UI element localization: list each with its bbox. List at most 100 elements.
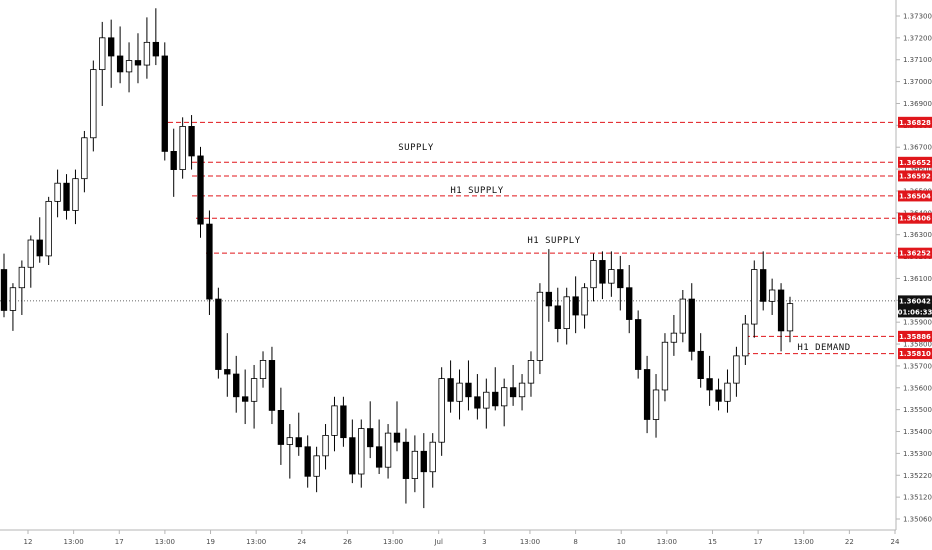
candle[interactable] (634, 310, 642, 379)
candle[interactable] (250, 364, 258, 429)
candle[interactable] (188, 115, 195, 170)
candle[interactable] (527, 351, 535, 397)
candle[interactable] (402, 428, 410, 504)
candle-body-up (536, 291, 544, 361)
candle[interactable] (63, 174, 70, 220)
candle[interactable] (474, 374, 481, 420)
candle[interactable] (45, 196, 52, 265)
candle[interactable] (554, 287, 561, 343)
candle[interactable] (688, 283, 695, 361)
candle[interactable] (304, 435, 311, 488)
candle[interactable] (420, 433, 427, 509)
candle[interactable] (599, 251, 606, 300)
candle[interactable] (349, 419, 356, 484)
candle[interactable] (99, 21, 106, 106)
candle[interactable] (286, 424, 293, 479)
candle[interactable] (501, 378, 508, 427)
candle[interactable] (179, 117, 186, 179)
candle-body-down (295, 437, 302, 448)
candle[interactable] (742, 314, 749, 365)
candle[interactable] (768, 278, 776, 315)
candle[interactable] (72, 169, 79, 225)
candle[interactable] (152, 8, 160, 66)
candle[interactable] (143, 17, 151, 79)
candle[interactable] (358, 419, 365, 488)
candle[interactable] (706, 355, 713, 406)
candle[interactable] (197, 146, 204, 238)
candle[interactable] (518, 374, 526, 411)
candle[interactable] (9, 283, 17, 331)
candle[interactable] (393, 401, 401, 452)
candle[interactable] (652, 374, 660, 438)
candle[interactable] (545, 249, 553, 322)
candle[interactable] (626, 265, 633, 334)
candle-body-down (161, 55, 168, 152)
candle[interactable] (661, 333, 669, 402)
zone-labels-layer: SUPPLY H1 SUPPLY H1 SUPPLY H1 DEMAND (398, 143, 850, 353)
candle[interactable] (367, 401, 374, 459)
candle[interactable] (679, 289, 686, 343)
candle[interactable] (206, 210, 213, 315)
candle[interactable] (36, 217, 43, 263)
candle[interactable] (563, 287, 570, 345)
candle[interactable] (277, 387, 285, 465)
candle-body-down (63, 182, 70, 211)
candle[interactable] (760, 251, 767, 311)
candle[interactable] (581, 283, 588, 329)
candle[interactable] (259, 351, 267, 388)
candle[interactable] (170, 128, 177, 197)
candle[interactable] (295, 412, 302, 456)
candle[interactable] (108, 19, 115, 88)
candle[interactable] (215, 287, 222, 379)
candle[interactable] (697, 333, 704, 388)
current-price-label: 1.36042 (899, 297, 931, 305)
candle[interactable] (751, 260, 758, 338)
candle[interactable] (54, 169, 61, 218)
candle[interactable] (777, 283, 785, 352)
candle[interactable] (27, 235, 34, 288)
candle-body-up (27, 239, 34, 268)
candle[interactable] (643, 355, 651, 434)
candle[interactable] (161, 42, 168, 161)
candle[interactable] (617, 255, 624, 311)
candle[interactable] (375, 419, 383, 475)
candle[interactable] (429, 433, 436, 488)
candle[interactable] (608, 251, 615, 297)
candle[interactable] (536, 283, 544, 375)
candle[interactable] (438, 367, 445, 456)
candle[interactable] (786, 296, 794, 343)
candle[interactable] (340, 396, 347, 447)
candle[interactable] (456, 369, 463, 420)
candle[interactable] (465, 360, 472, 411)
level-badge-label: 1.36406 (899, 215, 931, 223)
candle[interactable] (483, 378, 490, 429)
x-tick-label: 13:00 (383, 538, 403, 546)
candle[interactable] (724, 369, 731, 413)
candle[interactable] (313, 446, 320, 493)
candle[interactable] (90, 60, 97, 152)
candle[interactable] (224, 333, 231, 397)
candle[interactable] (241, 369, 249, 425)
candle[interactable] (0, 253, 8, 318)
candle-body-up (179, 126, 186, 170)
candle[interactable] (670, 314, 678, 356)
candle[interactable] (384, 424, 392, 479)
candle[interactable] (572, 276, 579, 334)
candle[interactable] (411, 435, 419, 493)
candle[interactable] (590, 253, 597, 302)
candle[interactable] (233, 355, 240, 413)
candle[interactable] (509, 364, 517, 406)
candle[interactable] (331, 396, 338, 452)
candle[interactable] (715, 378, 722, 411)
candle[interactable] (447, 360, 454, 413)
candle[interactable] (322, 424, 329, 470)
candle[interactable] (116, 26, 124, 84)
candle[interactable] (125, 42, 133, 93)
candle[interactable] (134, 33, 142, 84)
candle[interactable] (492, 367, 499, 411)
candle[interactable] (268, 346, 276, 425)
candle[interactable] (81, 130, 88, 193)
candle[interactable] (18, 260, 26, 315)
candle[interactable] (733, 346, 740, 397)
